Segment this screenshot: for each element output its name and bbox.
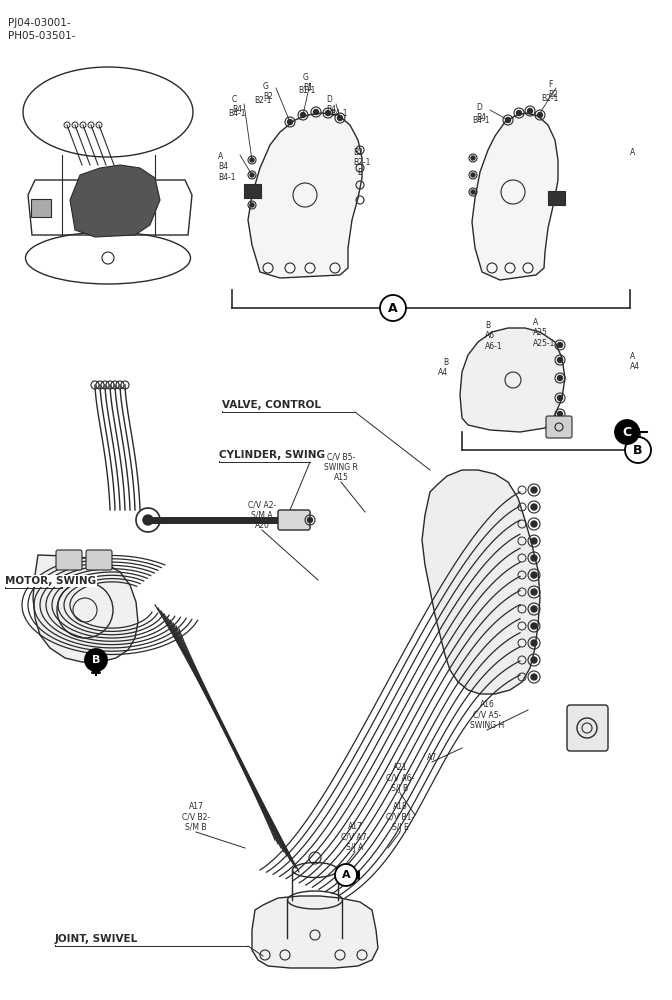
FancyBboxPatch shape: [56, 550, 82, 570]
Circle shape: [325, 110, 331, 115]
Circle shape: [471, 173, 475, 177]
Text: A
A25
A25-1: A A25 A25-1: [533, 318, 555, 348]
Circle shape: [250, 158, 254, 162]
Text: A
A4: A A4: [630, 352, 640, 371]
Circle shape: [531, 487, 537, 493]
Text: B4-1: B4-1: [228, 109, 245, 118]
Text: B: B: [92, 655, 100, 665]
Text: A18
C/V B1-
S/J E: A18 C/V B1- S/J E: [386, 802, 414, 832]
Text: A16
C/V A5-
SWING H: A16 C/V A5- SWING H: [470, 700, 504, 730]
Text: B2-1: B2-1: [254, 96, 271, 105]
Circle shape: [471, 190, 475, 194]
FancyBboxPatch shape: [567, 705, 608, 751]
Text: B4-1: B4-1: [330, 109, 347, 118]
Text: A7: A7: [427, 753, 437, 762]
Text: PJ04-03001-
PH05-03501-: PJ04-03001- PH05-03501-: [8, 18, 75, 41]
Polygon shape: [70, 165, 160, 237]
Text: C/V B5-
SWING R
A15: C/V B5- SWING R A15: [324, 452, 358, 482]
Text: A17
C/V A7-
S/J A: A17 C/V A7- S/J A: [341, 822, 369, 852]
Circle shape: [558, 375, 562, 380]
Text: D
B4: D B4: [476, 103, 486, 122]
Polygon shape: [248, 113, 362, 278]
FancyBboxPatch shape: [31, 199, 51, 217]
FancyBboxPatch shape: [244, 184, 261, 198]
Circle shape: [531, 572, 537, 578]
FancyBboxPatch shape: [548, 191, 565, 205]
Text: A21
C/V A6-
S/J B: A21 C/V A6- S/J B: [386, 763, 414, 793]
Text: B2
B2-1: B2 B2-1: [353, 148, 370, 167]
Text: A: A: [341, 870, 350, 880]
Circle shape: [531, 606, 537, 612]
Circle shape: [517, 110, 521, 115]
Circle shape: [308, 518, 312, 522]
Text: VALVE, CONTROL: VALVE, CONTROL: [222, 400, 321, 410]
Circle shape: [625, 437, 651, 463]
Polygon shape: [472, 113, 558, 280]
FancyBboxPatch shape: [546, 416, 572, 438]
Text: G
B1: G B1: [303, 73, 313, 92]
Circle shape: [288, 119, 292, 124]
Circle shape: [337, 115, 343, 120]
Circle shape: [531, 538, 537, 544]
Text: B
A4: B A4: [438, 358, 448, 377]
Text: E: E: [357, 168, 362, 177]
Text: B2-1: B2-1: [541, 94, 558, 103]
FancyBboxPatch shape: [86, 550, 112, 570]
Circle shape: [615, 420, 639, 444]
Text: F
B2: F B2: [548, 80, 558, 99]
Circle shape: [558, 412, 562, 416]
Circle shape: [250, 188, 254, 192]
Polygon shape: [422, 470, 540, 694]
Circle shape: [505, 117, 511, 122]
Circle shape: [531, 555, 537, 561]
Circle shape: [558, 342, 562, 348]
Text: JOINT, SWIVEL: JOINT, SWIVEL: [55, 934, 138, 944]
Text: B1-1: B1-1: [298, 86, 315, 95]
Text: C/V A2-
S/M A
A20: C/V A2- S/M A A20: [248, 500, 276, 530]
Circle shape: [531, 504, 537, 510]
Circle shape: [558, 395, 562, 400]
Text: MOTOR, SWING: MOTOR, SWING: [5, 576, 96, 586]
Circle shape: [528, 108, 532, 113]
Circle shape: [314, 109, 319, 114]
Circle shape: [558, 358, 562, 362]
Polygon shape: [460, 328, 565, 432]
Circle shape: [538, 112, 542, 117]
Circle shape: [85, 649, 107, 671]
Text: D
B4: D B4: [326, 95, 336, 114]
Polygon shape: [252, 896, 378, 968]
Circle shape: [300, 112, 306, 117]
Text: C
B4: C B4: [232, 95, 242, 114]
Circle shape: [531, 657, 537, 663]
Text: CYLINDER, SWING: CYLINDER, SWING: [219, 450, 325, 460]
Circle shape: [143, 515, 153, 525]
Text: A17
C/V B2-
S/M B: A17 C/V B2- S/M B: [182, 802, 210, 832]
Circle shape: [531, 640, 537, 646]
Text: A
B4
B4-1: A B4 B4-1: [218, 152, 235, 182]
Circle shape: [531, 521, 537, 527]
Circle shape: [531, 674, 537, 680]
Text: B
A6
A6-1: B A6 A6-1: [485, 321, 503, 351]
Circle shape: [380, 295, 406, 321]
Circle shape: [250, 203, 254, 207]
FancyBboxPatch shape: [278, 510, 310, 530]
Text: A: A: [388, 302, 398, 314]
Text: C: C: [622, 426, 632, 438]
Text: B4-1: B4-1: [472, 116, 489, 125]
Circle shape: [471, 156, 475, 160]
Circle shape: [250, 173, 254, 177]
Text: B: B: [633, 444, 642, 456]
Circle shape: [531, 623, 537, 629]
Circle shape: [531, 589, 537, 595]
Text: G
B2: G B2: [263, 82, 273, 101]
Circle shape: [335, 864, 357, 886]
Text: A: A: [630, 148, 635, 157]
Polygon shape: [33, 555, 138, 662]
